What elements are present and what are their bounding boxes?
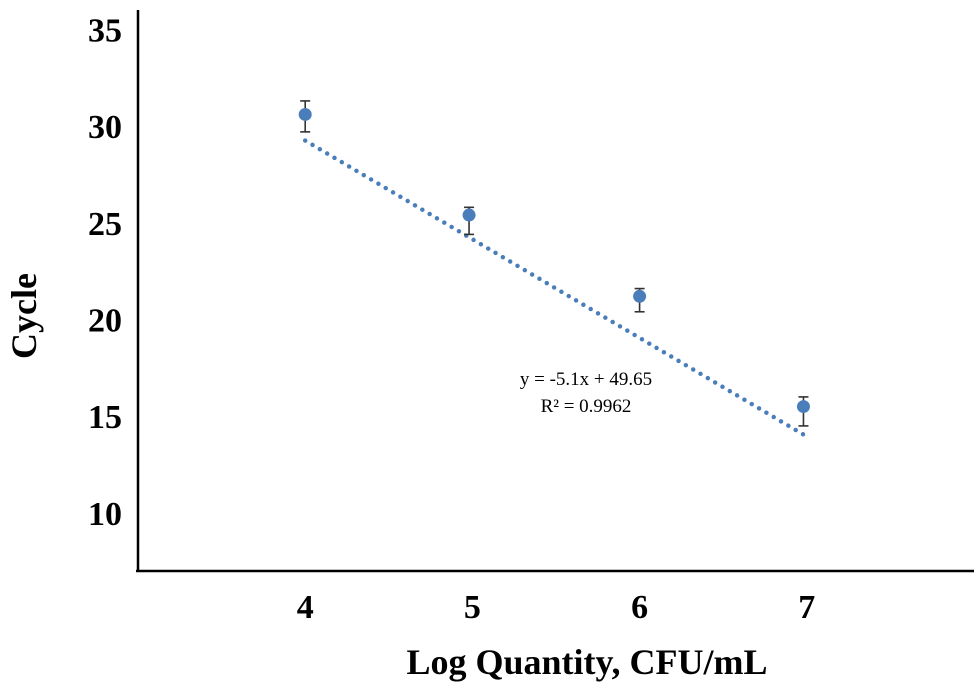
y-tick-label: 35	[88, 12, 122, 49]
x-tick-label: 5	[464, 589, 481, 626]
y-tick-label: 30	[88, 109, 122, 146]
x-tick-labels: 4 5 6 7	[297, 589, 816, 626]
data-point	[462, 206, 476, 236]
x-axis-title: Log Quantity, CFU/mL	[406, 642, 767, 682]
data-point-marker	[633, 289, 647, 303]
points-layer	[298, 100, 810, 427]
data-point	[796, 396, 810, 427]
x-tick-label: 4	[297, 589, 314, 626]
x-tick-label: 6	[631, 589, 648, 626]
data-point	[633, 287, 647, 313]
y-tick-label: 10	[88, 496, 122, 533]
y-tick-label: 25	[88, 206, 122, 243]
y-axis-title: Cycle	[4, 273, 44, 359]
y-tick-labels: 10 15 20 25 30 35	[88, 12, 122, 533]
data-point	[298, 100, 312, 133]
y-tick-label: 20	[88, 303, 122, 340]
y-tick-label: 15	[88, 399, 122, 436]
data-point-marker	[298, 107, 312, 121]
data-point-marker	[462, 208, 476, 222]
x-tick-label: 7	[798, 589, 815, 626]
trendline-r-squared: R² = 0.9962	[541, 396, 632, 417]
data-point-marker	[796, 400, 810, 414]
trendline-equation: y = -5.1x + 49.65	[520, 369, 652, 390]
trendline	[302, 138, 806, 437]
